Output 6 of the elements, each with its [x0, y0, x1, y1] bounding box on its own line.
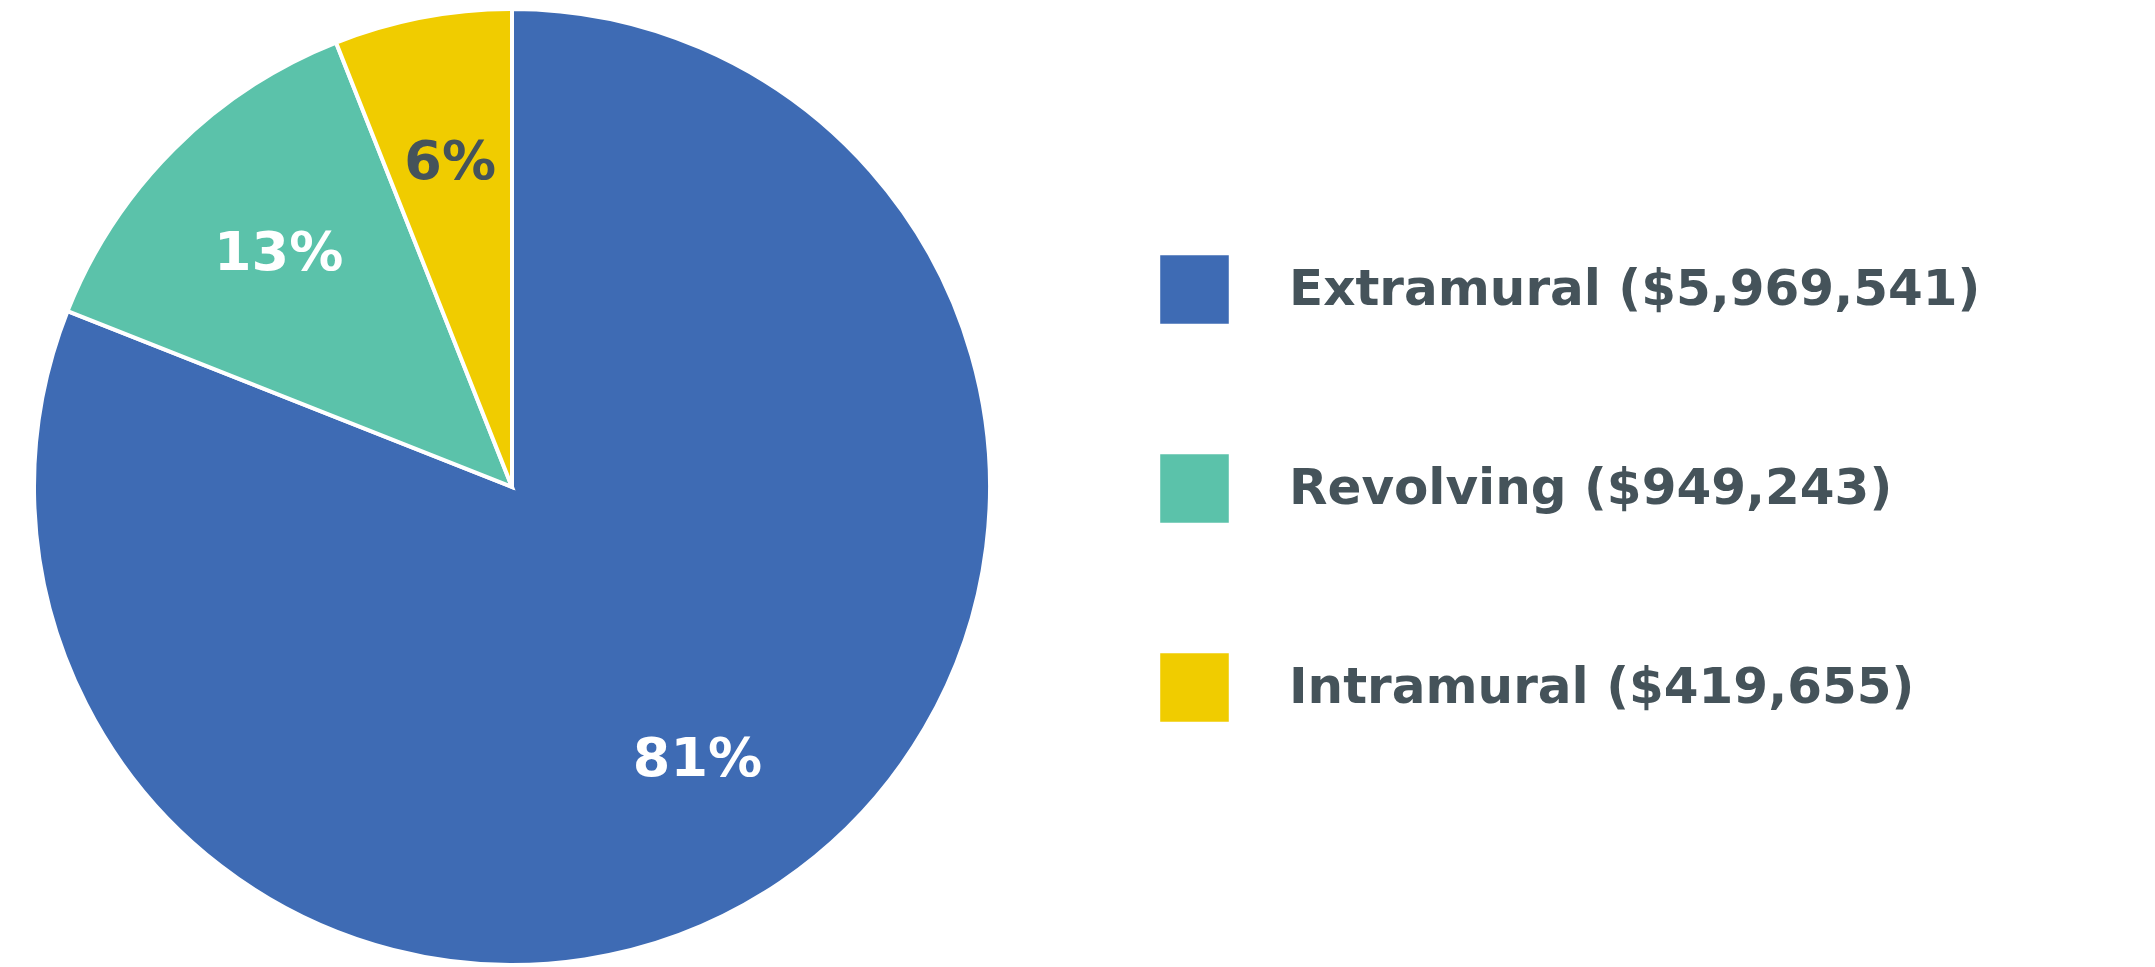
data-label: 6%	[404, 128, 497, 192]
legend-label: Intramural ($419,655)	[1289, 656, 1915, 715]
data-label: 13%	[214, 219, 344, 283]
legend-label: Extramural ($5,969,541)	[1289, 258, 1981, 317]
legend-label: Revolving ($949,243)	[1289, 457, 1893, 516]
data-label: 81%	[632, 725, 763, 789]
